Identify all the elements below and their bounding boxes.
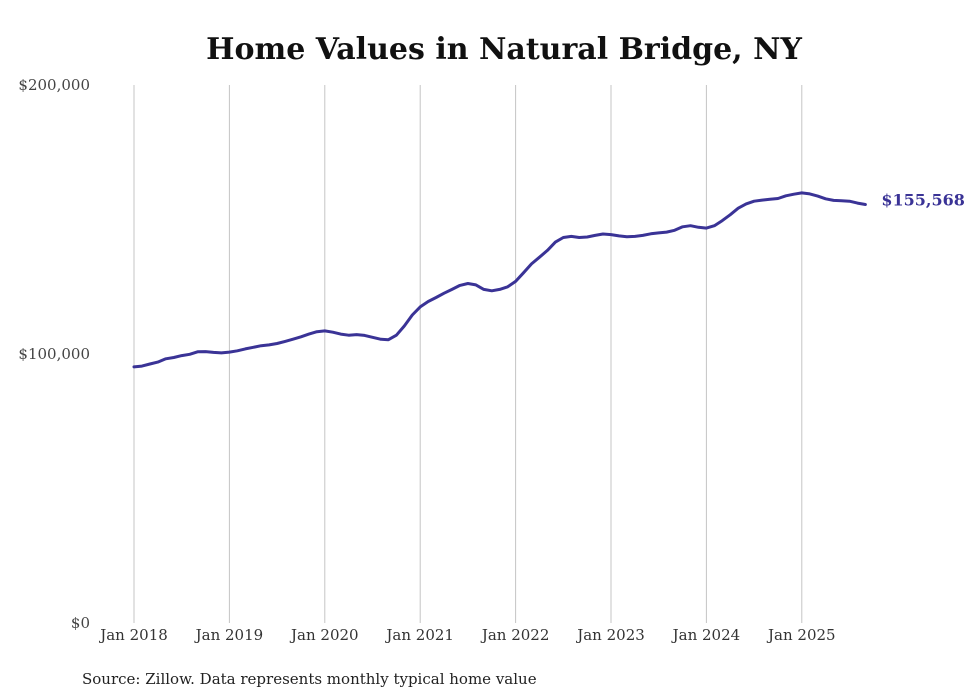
x-tick-label: Jan 2025 [766,626,836,644]
y-axis-ticks: $0 $100,000 $200,000 [18,76,90,632]
x-axis-ticks: Jan 2018 Jan 2019 Jan 2020 Jan 2021 Jan 2022… [98,626,835,644]
x-tick-label: Jan 2021 [384,626,454,644]
y-tick-label: $100,000 [18,345,90,363]
chart-title: Home Values in Natural Bridge, NY [206,32,802,67]
series-line [132,191,867,369]
x-tick-label: Jan 2023 [575,626,645,644]
x-tick-label: Jan 2019 [194,626,264,644]
x-tick-label: Jan 2018 [98,626,168,644]
data-labels: $155,568 [881,191,965,210]
y-tick-label: $200,000 [18,76,90,94]
x-tick-label: Jan 2022 [480,626,550,644]
end-value-label: $155,568 [881,191,965,210]
x-tick-label: Jan 2020 [289,626,359,644]
y-tick-label: $0 [71,614,90,632]
x-tick-label: Jan 2024 [671,626,741,644]
grid-lines [133,85,803,623]
source-note: Source: Zillow. Data represents monthly … [82,670,537,688]
series-layer [132,191,867,369]
